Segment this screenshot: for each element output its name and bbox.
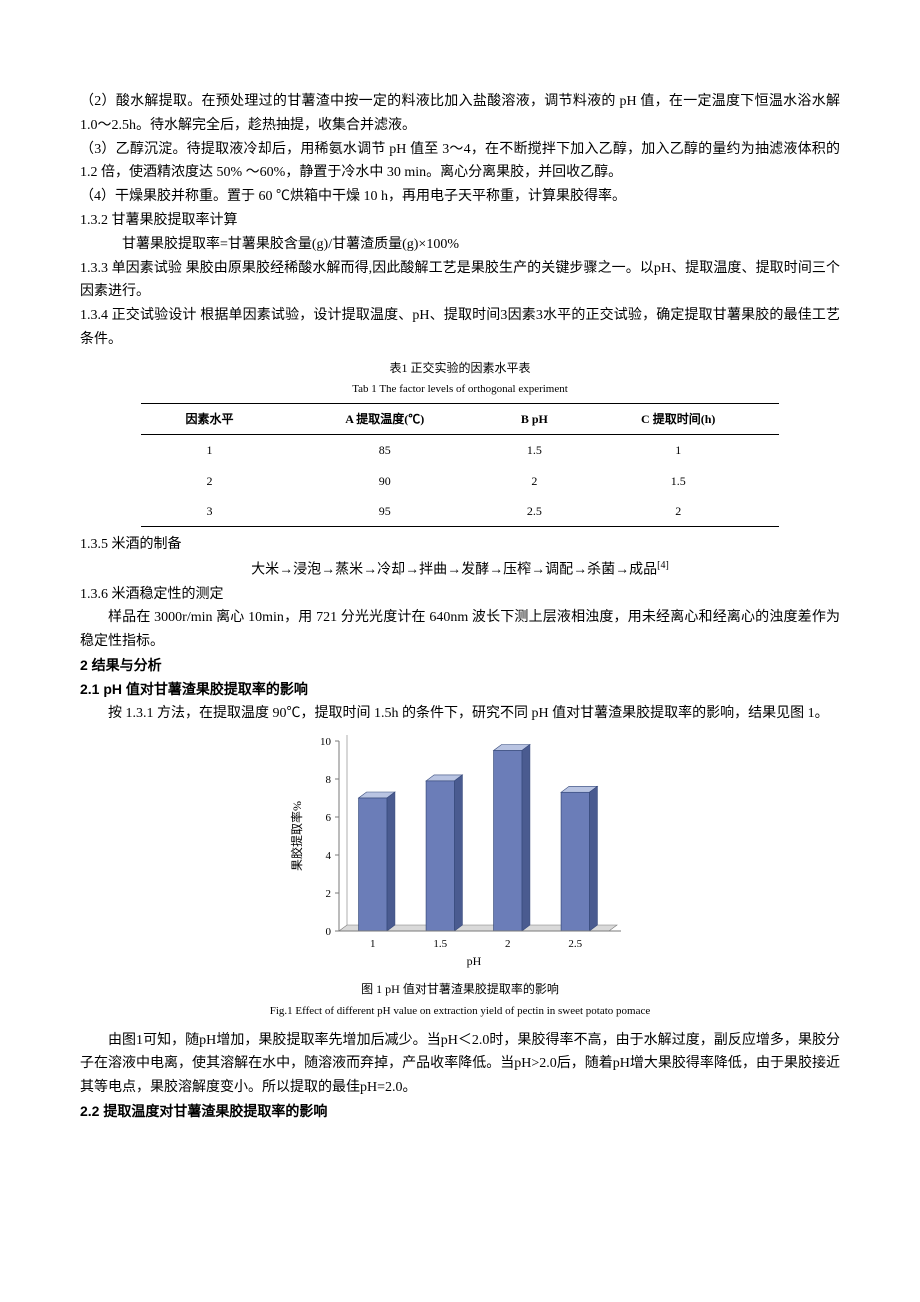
table-row: 2 90 2 1.5 (141, 466, 779, 496)
para-step3: （3）乙醇沉淀。待提取液冷却后，用稀氨水调节 pH 值至 3～4，在不断搅拌下加… (80, 138, 840, 186)
table-row: 1 85 1.5 1 (141, 435, 779, 466)
svg-text:10: 10 (320, 736, 332, 748)
svg-text:8: 8 (326, 774, 332, 786)
heading-sec2: 2 结果与分析 (80, 654, 840, 678)
table1-caption-en: Tab 1 The factor levels of orthogonal ex… (80, 380, 840, 399)
cell: 1.5 (491, 435, 577, 466)
cell: 2 (141, 466, 278, 496)
heading-sec22: 2.2 提取温度对甘薯渣果胶提取率的影响 (80, 1100, 840, 1124)
table1-caption-cn: 表1 正交实验的因素水平表 (80, 358, 840, 378)
table1-h2: B pH (491, 403, 577, 434)
svg-text:2: 2 (326, 888, 332, 900)
flow-135: 大米→浸泡→蒸米→冷却→拌曲→发酵→压榨→调配→杀菌→成品[4] (80, 557, 840, 582)
fig1-caption-cn: 图 1 pH 值对甘薯渣果胶提取率的影响 (80, 979, 840, 999)
cell: 1.5 (577, 466, 779, 496)
cell: 2 (491, 466, 577, 496)
cell: 85 (278, 435, 491, 466)
svg-text:0: 0 (326, 926, 332, 938)
para-134: 1.3.4 正交试验设计 根据单因素试验，设计提取温度、pH、提取时间3因素3水… (80, 304, 840, 352)
fig1-caption-en: Fig.1 Effect of different pH value on ex… (80, 1002, 840, 1021)
heading-132: 1.3.2 甘薯果胶提取率计算 (80, 209, 840, 233)
fig1-chart: 1 1.5 2 2.5 0 2 4 6 8 10 果胶提取率% pH (281, 731, 639, 973)
flow-text: 大米→浸泡→蒸米→冷却→拌曲→发酵→压榨→调配→杀菌→成品 (251, 563, 657, 578)
cell: 1 (141, 435, 278, 466)
heading-sec21: 2.1 pH 值对甘薯渣果胶提取率的影响 (80, 678, 840, 702)
cell: 2.5 (491, 496, 577, 527)
table1-header-row: 因素水平 A 提取温度(℃) B pH C 提取时间(h) (141, 403, 779, 434)
table-row: 3 95 2.5 2 (141, 496, 779, 527)
para-step2: （2）酸水解提取。在预处理过的甘薯渣中按一定的料液比加入盐酸溶液，调节料液的 p… (80, 90, 840, 138)
cell: 2 (577, 496, 779, 527)
para-133: 1.3.3 单因素试验 果胶由原果胶经稀酸水解而得,因此酸解工艺是果胶生产的关键… (80, 257, 840, 305)
svg-text:1: 1 (370, 938, 376, 950)
svg-text:2: 2 (505, 938, 511, 950)
cell: 90 (278, 466, 491, 496)
heading-136: 1.3.6 米酒稳定性的测定 (80, 583, 840, 607)
formula-132: 甘薯果胶提取率=甘薯果胶含量(g)/甘薯渣质量(g)×100% (80, 233, 840, 257)
cite-4: [4] (657, 560, 669, 571)
svg-text:pH: pH (467, 954, 482, 968)
para-136: 样品在 3000r/min 离心 10min，用 721 分光光度计在 640n… (80, 606, 840, 654)
table1: 因素水平 A 提取温度(℃) B pH C 提取时间(h) 1 85 1.5 1… (141, 403, 779, 528)
cell: 95 (278, 496, 491, 527)
table1-h3: C 提取时间(h) (577, 403, 779, 434)
cell: 3 (141, 496, 278, 527)
para-sec21: 按 1.3.1 方法，在提取温度 90℃，提取时间 1.5h 的条件下，研究不同… (80, 702, 840, 726)
para-step4: （4）干燥果胶并称重。置于 60 ℃烘箱中干燥 10 h，再用电子天平称重，计算… (80, 185, 840, 209)
svg-text:2.5: 2.5 (568, 938, 582, 950)
cell: 1 (577, 435, 779, 466)
svg-text:果胶提取率%: 果胶提取率% (289, 801, 304, 871)
svg-text:4: 4 (326, 850, 332, 862)
svg-text:1.5: 1.5 (433, 938, 447, 950)
table1-h1: A 提取温度(℃) (278, 403, 491, 434)
para-sec21-discuss: 由图1可知，随pH增加，果胶提取率先增加后减少。当pH＜2.0时，果胶得率不高，… (80, 1029, 840, 1100)
table1-h0: 因素水平 (141, 403, 278, 434)
heading-135: 1.3.5 米酒的制备 (80, 533, 840, 557)
svg-text:6: 6 (326, 812, 332, 824)
